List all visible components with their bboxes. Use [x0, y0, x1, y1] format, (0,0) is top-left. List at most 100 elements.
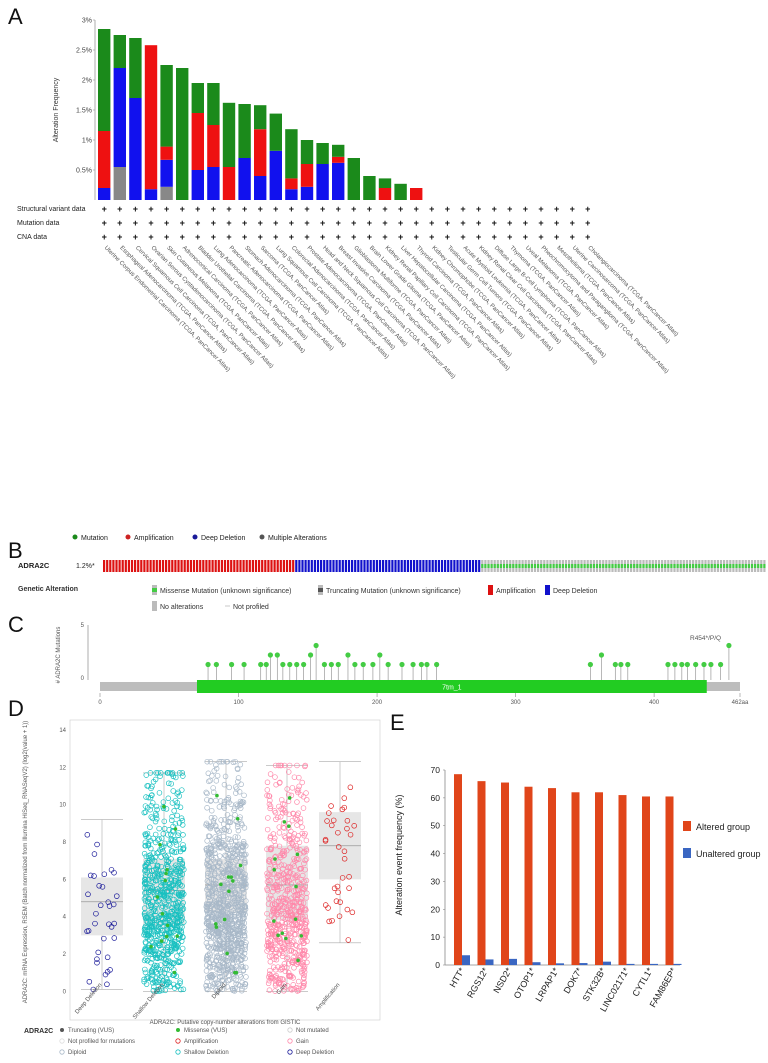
scatter-point	[276, 803, 282, 810]
oncoprint-top-legend-dot	[72, 534, 78, 540]
scatter-point	[239, 956, 245, 963]
panel-e-x-label: DOK7*	[562, 966, 585, 996]
panel-e-x-label: NSD2*	[491, 966, 514, 995]
scatter-point	[224, 958, 230, 964]
panel-a-y-tick: 1.5%	[76, 108, 92, 115]
scatter-point	[224, 905, 231, 912]
scatter-point	[169, 911, 175, 917]
scatter-point	[235, 944, 242, 951]
oncoprint-cell-missense	[710, 564, 713, 568]
scatter-point	[170, 837, 176, 843]
oncoprint-cell-deep-deletion	[375, 560, 378, 572]
panel-e-y-tick: 60	[431, 793, 441, 803]
scatter-point	[218, 817, 224, 823]
scatter-point	[271, 808, 278, 814]
panel-a-row-marker: +	[538, 204, 543, 214]
oncoprint-cell-missense	[524, 564, 527, 568]
scatter-point	[167, 935, 174, 942]
scatter-point	[238, 781, 244, 788]
scatter-point	[331, 885, 338, 892]
scatter-point	[267, 930, 274, 937]
scatter-point	[238, 962, 244, 968]
scatter-point	[224, 984, 231, 990]
oncoprint-cell-missense	[729, 564, 732, 568]
scatter-box	[81, 877, 123, 936]
oncoprint-cell-missense	[630, 564, 633, 568]
panel-a-y-tick: 2%	[82, 78, 92, 85]
scatter-point	[294, 943, 300, 949]
scatter-point	[149, 925, 155, 931]
scatter-point	[265, 980, 272, 987]
scatter-point	[215, 912, 222, 919]
scatter-point	[161, 826, 168, 832]
lollipop-head	[321, 661, 328, 668]
oncoprint-legend-swatch-inner	[152, 588, 157, 592]
scatter-point	[266, 977, 273, 984]
scatter-point	[237, 852, 243, 858]
scatter-point	[145, 840, 152, 847]
scatter-point-missense	[293, 917, 298, 921]
scatter-x-tick: Deep Deletion	[74, 982, 103, 1015]
panel-a-row-marker: +	[492, 232, 497, 242]
scatter-point	[269, 902, 275, 908]
scatter-point	[288, 987, 295, 993]
lollipop-x-tick: 462aa	[732, 700, 749, 706]
scatter-point	[151, 858, 158, 864]
oncoprint-cell-amplification	[264, 560, 267, 572]
oncoprint-cell-amplification	[208, 560, 211, 572]
scatter-point	[169, 813, 175, 820]
oncoprint-cell-deep-deletion	[403, 560, 406, 572]
protein-domain-label: 7tm_1	[442, 685, 462, 692]
scatter-legend-label: Truncating (VUS)	[68, 1028, 114, 1034]
oncoprint-cell-deep-deletion	[344, 560, 347, 572]
scatter-point	[282, 928, 288, 934]
scatter-point	[142, 842, 149, 849]
scatter-point	[291, 965, 297, 971]
scatter-point	[210, 839, 216, 846]
oncoprint-cell-missense	[487, 564, 490, 568]
oncoprint-cell-amplification	[118, 560, 121, 572]
panel-letter-c: C	[8, 612, 24, 637]
scatter-point	[158, 871, 165, 877]
oncoprint-cell-amplification	[199, 560, 202, 572]
scatter-point	[341, 856, 348, 862]
panel-a-row-marker: +	[414, 232, 419, 242]
scatter-point	[218, 758, 224, 765]
scatter-point	[241, 825, 248, 831]
oncoprint-cell-missense	[515, 564, 518, 568]
scatter-point	[205, 770, 212, 777]
scatter-point	[287, 986, 294, 992]
scatter-point	[296, 899, 303, 905]
panel-a-bar-amplification	[300, 164, 314, 187]
scatter-point	[208, 939, 214, 946]
scatter-point	[207, 964, 214, 971]
scatter-point	[154, 971, 161, 977]
scatter-point	[152, 818, 159, 825]
oncoprint-legend-title: Genetic Alteration	[18, 586, 78, 593]
panel-e-y-label: Alteration event frequency (%)	[394, 794, 404, 915]
scatter-point	[177, 908, 184, 915]
scatter-point	[145, 899, 151, 905]
scatter-point	[291, 774, 298, 780]
scatter-point	[215, 980, 221, 987]
oncoprint-cell-deep-deletion	[338, 560, 341, 572]
scatter-point	[158, 955, 164, 961]
scatter-point	[208, 842, 214, 849]
scatter-point	[162, 966, 168, 973]
panel-a-bar-mutation	[176, 68, 189, 200]
scatter-point	[235, 775, 242, 781]
oncoprint-legend-label: No alterations	[160, 604, 204, 611]
oncoprint-cell-amplification	[205, 560, 208, 572]
oncoprint-cell-amplification	[242, 560, 245, 572]
scatter-point	[242, 946, 248, 953]
scatter-point	[219, 973, 226, 980]
scatter-point	[268, 912, 275, 919]
scatter-point	[267, 924, 273, 930]
panel-a-row-marker: +	[289, 232, 294, 242]
scatter-point	[161, 900, 168, 906]
oncoprint-cell-missense	[688, 564, 692, 568]
panel-a-row-marker: +	[320, 218, 325, 228]
scatter-point	[265, 921, 272, 927]
panel-e-bar-unaltered	[626, 963, 635, 965]
scatter-point	[264, 878, 271, 885]
